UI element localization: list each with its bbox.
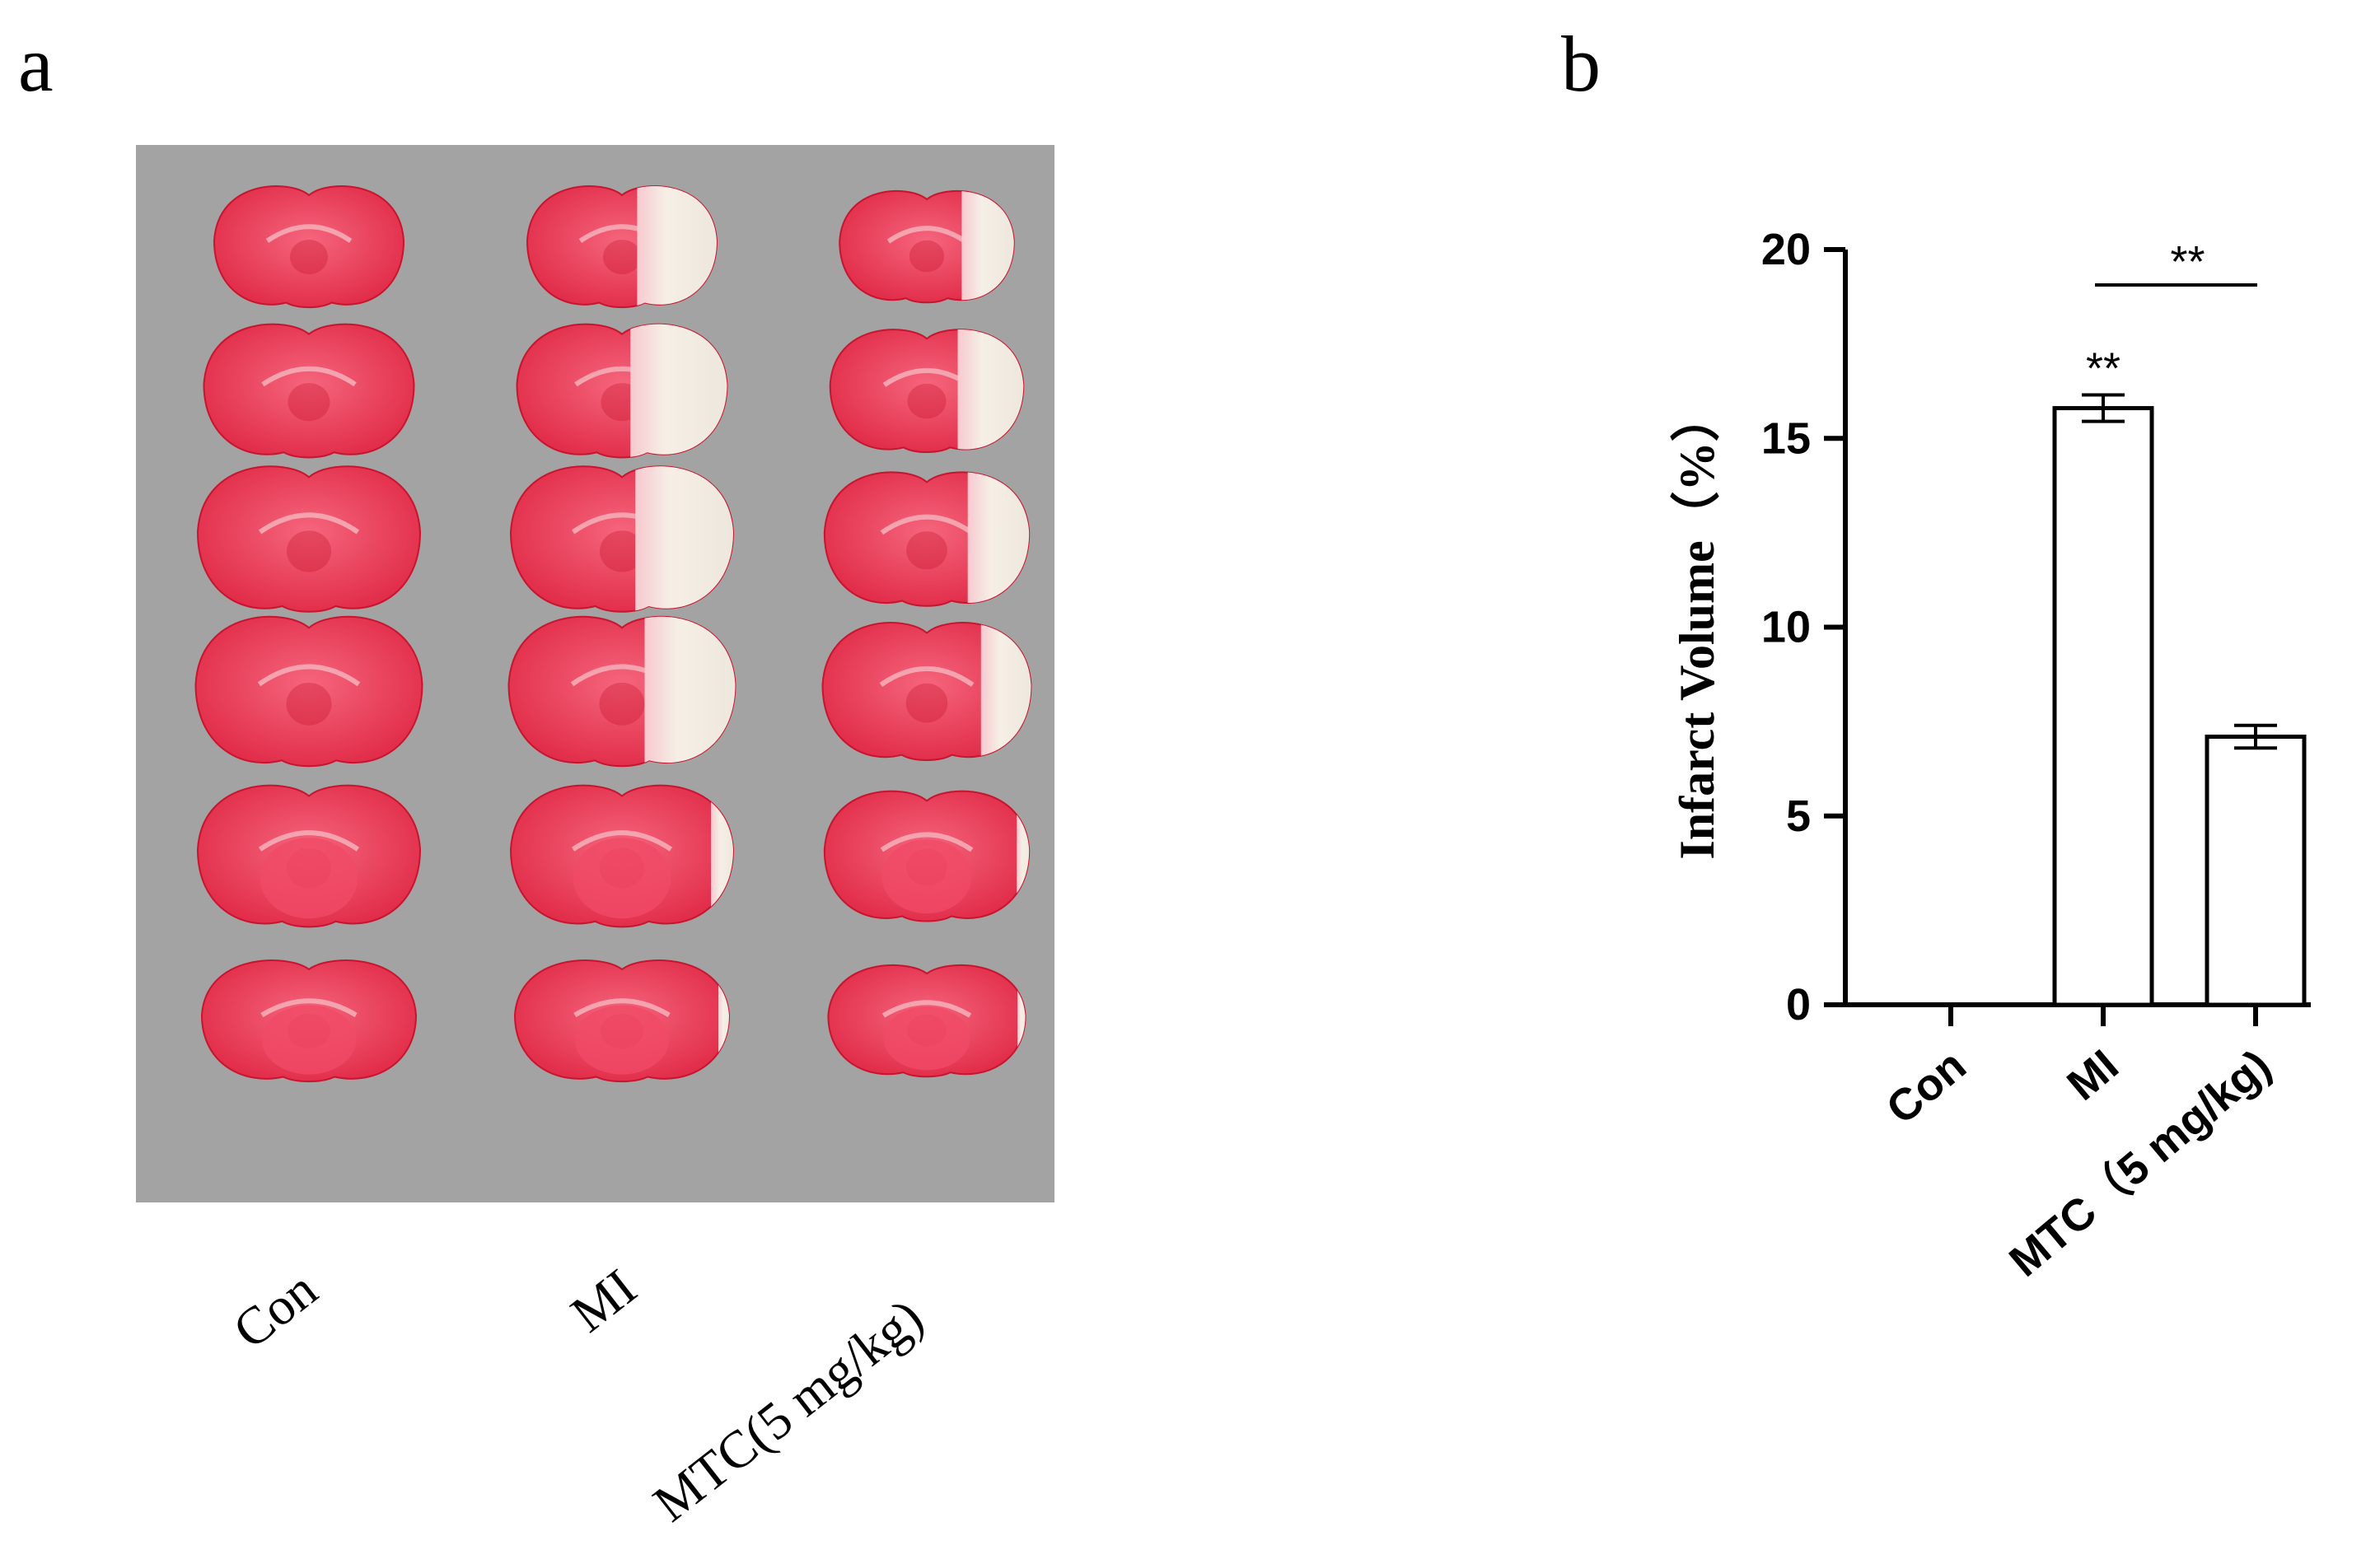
deep-structure	[286, 682, 332, 726]
white-matter-tract	[880, 514, 974, 535]
white-matter-tract	[258, 512, 360, 535]
y-tick-label: 0	[1786, 980, 1811, 1029]
white-matter-tract	[571, 830, 673, 852]
x-tick-label: MI	[2058, 1040, 2128, 1110]
brainstem	[574, 1005, 670, 1075]
white-matter-tract	[265, 224, 353, 243]
brain-slice	[196, 465, 422, 613]
brainstem	[261, 1005, 357, 1075]
deep-structure	[907, 383, 947, 419]
brain-slice	[194, 615, 423, 768]
tissue	[213, 185, 405, 309]
y-tick-label: 15	[1761, 413, 1811, 463]
brain-slice	[509, 784, 735, 928]
deep-structure	[909, 240, 945, 273]
brain-slice-photo	[136, 145, 1054, 1202]
white-matter-tract	[260, 998, 358, 1018]
brainstem	[881, 839, 972, 914]
y-tick-label: 5	[1786, 791, 1811, 841]
brain-slice	[507, 615, 736, 768]
group-label-mtc: MTC(5 mg/kg)	[643, 1287, 933, 1533]
deep-structure	[287, 530, 331, 572]
group-label-mi: MI	[560, 1258, 647, 1343]
white-matter-tract	[879, 665, 975, 687]
brain-slice	[827, 964, 1026, 1078]
tissue	[196, 465, 422, 613]
white-matter-tract	[880, 832, 974, 852]
tissue	[203, 323, 415, 459]
white-matter-tract	[258, 830, 360, 852]
white-matter-tract	[573, 998, 671, 1018]
infarct-region	[1017, 964, 1026, 1077]
white-matter-tract	[261, 366, 357, 387]
bar	[2052, 406, 2154, 1007]
brain-slice	[823, 790, 1031, 922]
deep-structure	[290, 240, 328, 274]
x-tick-label: MTC（5 mg/kg)	[2000, 1040, 2280, 1286]
deep-structure	[905, 683, 948, 723]
panel-a-label: a	[18, 20, 54, 108]
significance-star-mi: **	[2086, 344, 2120, 394]
brainstem	[883, 1006, 970, 1071]
brain-slice	[513, 959, 731, 1083]
brainstem	[260, 838, 358, 919]
y-tick-label: 10	[1761, 603, 1811, 652]
significance-star-pair: **	[2170, 237, 2205, 287]
tissue	[194, 615, 423, 768]
brain-slice	[200, 959, 418, 1083]
deep-structure	[288, 383, 330, 422]
y-tick-label: 20	[1761, 225, 1811, 274]
brain-slice	[196, 784, 422, 928]
brain-slice	[203, 323, 415, 459]
brainstem	[573, 838, 671, 919]
x-tick-label: Con	[1877, 1040, 1976, 1133]
deep-structure	[906, 531, 947, 570]
bar	[2205, 734, 2307, 1007]
deep-structure	[603, 240, 641, 274]
y-axis-title: Infarct Volume（%）	[1669, 392, 1724, 859]
brain-slice	[839, 190, 1015, 304]
brain-slice	[821, 622, 1032, 761]
group-label-con: Con	[222, 1259, 328, 1360]
white-matter-tract	[257, 664, 361, 687]
white-matter-tract	[886, 226, 967, 244]
brain-slice	[213, 185, 405, 309]
brain-slice	[509, 465, 735, 613]
panel-b-label: b	[1561, 20, 1601, 108]
white-matter-tract	[881, 1000, 972, 1018]
deep-structure	[600, 530, 644, 572]
deep-structure	[599, 682, 645, 726]
